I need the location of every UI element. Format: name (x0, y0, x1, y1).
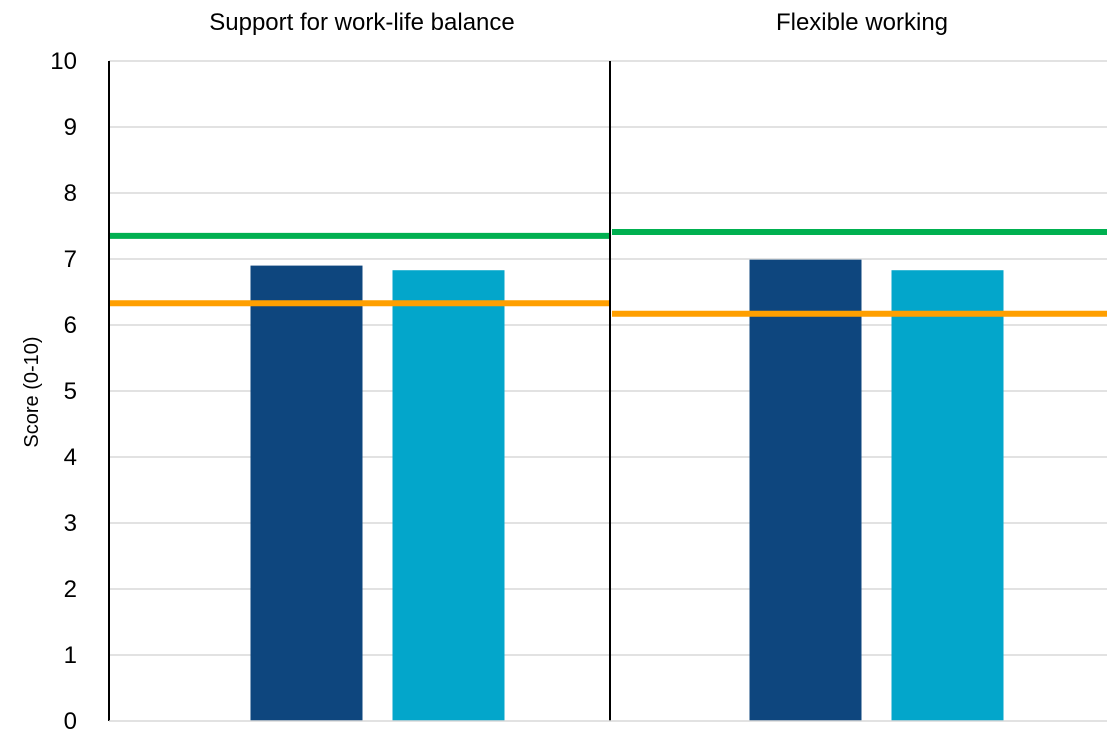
y-tick-label: 0 (64, 708, 77, 735)
y-tick-label: 9 (64, 114, 77, 141)
bar (749, 259, 862, 721)
y-tick-label: 3 (64, 510, 77, 537)
y-tick-label: 10 (50, 48, 77, 75)
y-tick-label: 4 (64, 444, 77, 471)
bar (891, 270, 1004, 721)
axes (108, 61, 1107, 722)
y-tick-label: 5 (64, 378, 77, 405)
panel-title: Support for work-life balance (209, 9, 514, 36)
y-tick-label: 1 (64, 642, 77, 669)
y-tick-labels: 0 1 2 3 4 5 6 7 8 9 10 (50, 48, 77, 735)
bars (250, 259, 1004, 721)
y-axis-label: Score (0-10) (21, 336, 43, 447)
y-tick-label: 7 (64, 246, 77, 273)
panel-title: Flexible working (776, 9, 948, 36)
bar (250, 265, 363, 721)
y-tick-label: 8 (64, 180, 77, 207)
y-tick-label: 6 (64, 312, 77, 339)
reference-lines (110, 228, 1107, 317)
bar (392, 270, 505, 721)
y-tick-label: 2 (64, 576, 77, 603)
